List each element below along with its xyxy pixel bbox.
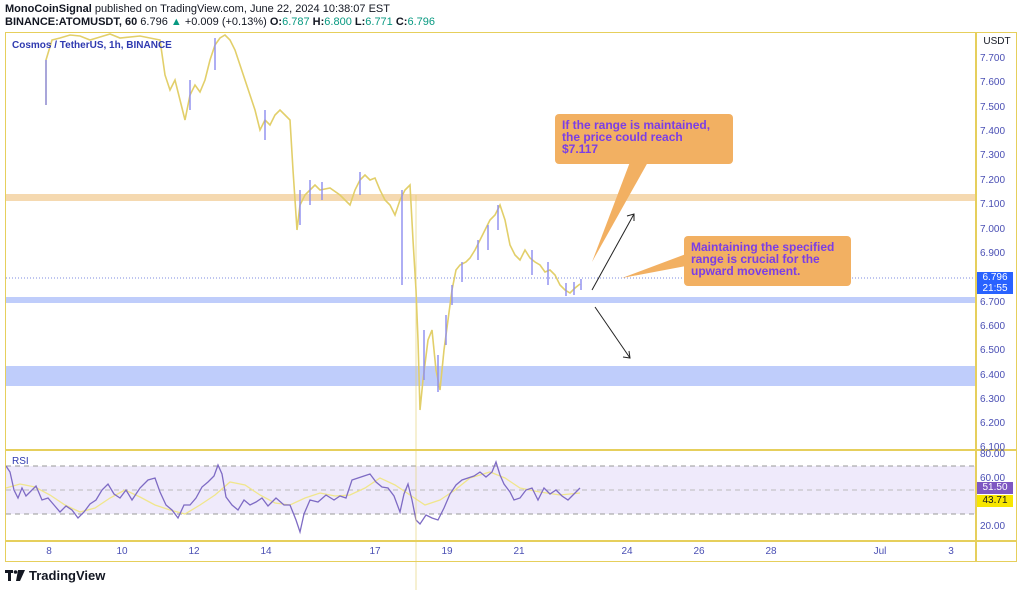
up-arrow-icon [591,213,635,291]
rsi-tick: 80.00 [980,449,1006,460]
time-tick: 24 [621,546,633,557]
rsi-ma-value-badge: 43.71 [977,495,1013,507]
time-tick: 3 [948,546,954,557]
rsi-line [5,460,581,535]
price-tick: 6.400 [980,370,1006,381]
chart-title: Cosmos / TetherUS, 1h, BINANCE [12,40,172,51]
symbol-info: BINANCE:ATOMUSDT, 60 6.796 ▲ +0.009 (+0.… [5,16,435,28]
time-tick: 19 [441,546,453,557]
chart-frame [5,32,1017,562]
low-value: 6.771 [365,16,393,28]
callout-line: upward movement. [691,264,801,278]
tradingview-icon [5,570,25,581]
time-axis-divider [5,540,1017,542]
price-tick: 7.100 [980,199,1006,210]
price-tick: 7.200 [980,175,1006,186]
low-label: L: [354,16,366,28]
time-tick: 10 [116,546,128,557]
rsi-value-badge: 51.50 [977,482,1013,494]
price-tick: 7.700 [980,53,1006,64]
bar-countdown: 21:55 [982,283,1008,294]
pane-divider[interactable] [5,449,1017,451]
callout-line: Maintaining the specified [691,240,835,254]
close-value: 6.796 [407,16,435,28]
callout-target-note[interactable]: If the range is maintained, the price co… [555,114,733,164]
price-tick: 6.300 [980,394,1006,405]
tradingview-logo[interactable]: TradingView [5,568,105,583]
time-tick: 26 [693,546,705,557]
last-price: 6.796 [140,16,168,28]
symbol-label: BINANCE:ATOMUSDT, 60 [5,16,138,28]
price-tick: 7.500 [980,102,1006,113]
projection-arrows[interactable] [591,213,635,359]
time-tick: 8 [46,546,52,557]
callout-line: If the range is maintained, [562,118,711,132]
price-tick: 7.300 [980,150,1006,161]
rsi-tick: 60.00 [980,473,1006,484]
callout-top-pointer [592,162,648,262]
high-label: H: [312,16,325,28]
time-tick: Jul [873,546,887,557]
resistance-zone[interactable] [6,194,975,201]
open-label: O: [269,16,283,28]
price-tick: 6.200 [980,418,1006,429]
price-scale-divider [975,32,977,562]
price-tick: 7.400 [980,126,1006,137]
price-tick: 7.000 [980,224,1006,235]
time-tick: 17 [369,546,381,557]
time-tick: 14 [260,546,272,557]
open-value: 6.787 [282,16,310,28]
rsi-tick: 20.00 [980,521,1006,532]
rsi-label[interactable]: RSI [12,456,29,467]
current-price-badge: 6.796 21:55 [977,272,1013,294]
time-tick: 28 [765,546,777,557]
publish-info: MonoCoinSignal published on TradingView.… [5,3,390,15]
high-value: 6.800 [324,16,352,28]
up-arrow-icon: ▲ [170,16,182,28]
callout-line: the price could reach [562,130,683,144]
author-name[interactable]: MonoCoinSignal [5,3,92,15]
price-tick: 6.700 [980,297,1006,308]
time-tick: 21 [513,546,525,557]
price-tick: 7.600 [980,77,1006,88]
support-zone[interactable] [6,297,975,303]
price-tick: 6.100 [980,442,1006,453]
price-tick: 6.900 [980,248,1006,259]
price-tick: 6.500 [980,345,1006,356]
current-price-value: 6.796 [982,272,1008,283]
brand-name: TradingView [29,568,106,583]
callout-line: range is crucial for the [691,252,820,266]
bullish-candles [45,38,582,392]
callout-line: $7.117 [562,142,599,156]
time-tick: 12 [188,546,200,557]
callout-right-pointer [622,254,686,278]
price-tick: 6.600 [980,321,1006,332]
demand-zone[interactable] [6,366,975,386]
price-change: +0.009 (+0.13%) [184,16,267,28]
down-arrow-icon [594,306,631,359]
currency-label[interactable]: USDT [983,36,1011,47]
close-label: C: [395,16,408,28]
published-text: published on TradingView.com, June 22, 2… [91,3,390,15]
callout-range-note[interactable]: Maintaining the specified range is cruci… [684,236,851,286]
